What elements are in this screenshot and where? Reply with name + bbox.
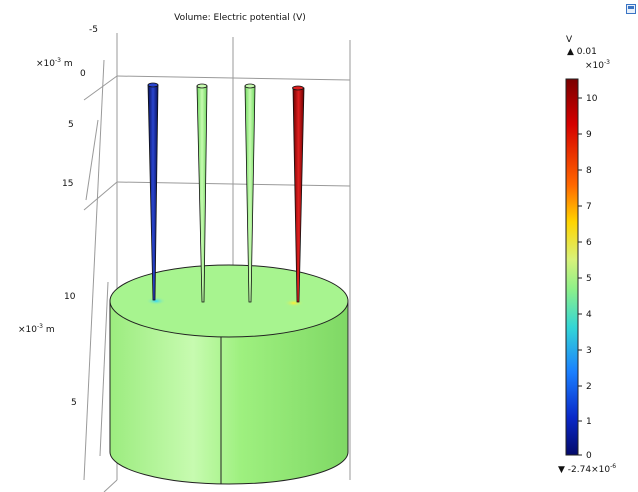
colorbar-max-label: ▲ 0.01 — [567, 47, 597, 57]
top-axis-tick: 15 — [62, 179, 74, 189]
top-axis-tick: -5 — [89, 25, 98, 35]
colorbar-tick: 1 — [586, 417, 592, 427]
colorbar-tick: 10 — [586, 94, 598, 104]
colorbar-tick: 6 — [586, 238, 592, 248]
electrode-4 — [292, 85, 305, 303]
top-axis-tick: 5 — [68, 120, 74, 130]
top-axis-tick: 0 — [80, 69, 86, 79]
side-axis-tick: 5 — [71, 398, 77, 408]
top-axis-unit: ×10-3 m — [36, 57, 73, 69]
colorbar — [565, 78, 582, 456]
electrode-2 — [196, 83, 208, 303]
colorbar-exponent: ×10-3 — [585, 59, 610, 71]
side-axis-unit: ×10-3 m — [18, 323, 55, 335]
colorbar-tick: 7 — [586, 202, 592, 212]
viewport-settings-icon[interactable] — [626, 4, 636, 14]
colorbar-tick: 9 — [586, 130, 592, 140]
electrode-1 — [147, 82, 159, 301]
colorbar-tick: 5 — [586, 274, 592, 284]
colorbar-tick: 0 — [586, 451, 592, 461]
side-axis-tick: 10 — [64, 292, 76, 302]
colorbar-unit: V — [566, 35, 573, 45]
plot-title: Volume: Electric potential (V) — [174, 13, 306, 23]
colorbar-tick: 8 — [586, 166, 592, 176]
colorbar-tick: 2 — [586, 382, 592, 392]
cylinder-domain — [109, 264, 349, 485]
colorbar-tick: 3 — [586, 346, 592, 356]
colorbar-min-label: ▼ -2.74×10-6 — [558, 463, 617, 475]
colorbar-tick: 4 — [586, 310, 592, 320]
electrode-3 — [244, 83, 256, 303]
